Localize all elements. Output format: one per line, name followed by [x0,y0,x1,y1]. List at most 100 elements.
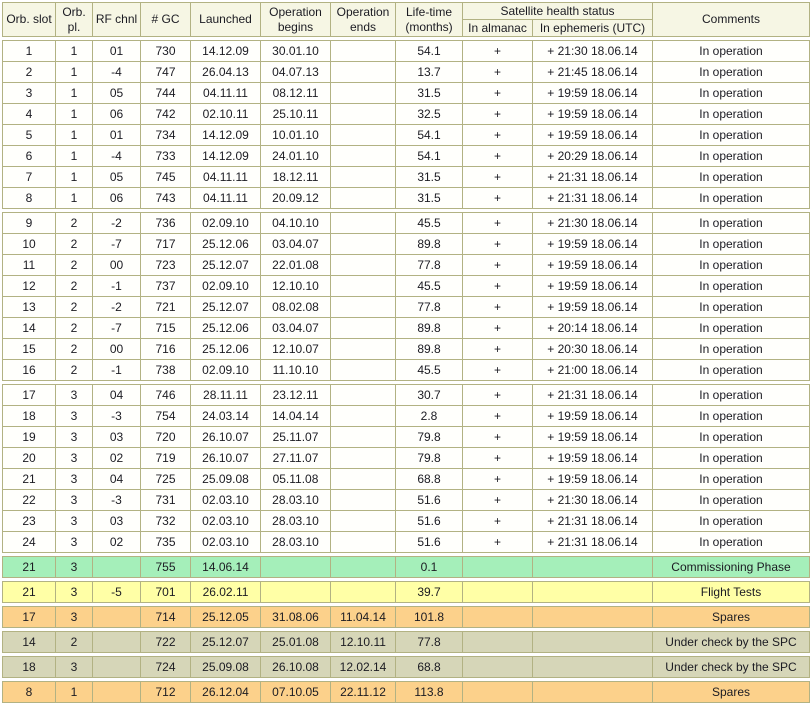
cell-launched: 04.11.11 [190,82,261,104]
cell-lifetime: 2.8 [395,405,463,427]
cell-lifetime: 54.1 [395,145,463,167]
cell-op-begins: 10.01.10 [260,124,331,146]
cell-plane: 3 [55,489,93,511]
cell-almanac: + [462,124,533,146]
cell-rf-chnl: -7 [92,233,141,255]
cell-ephemeris: + 21:31 18.06.14 [532,531,653,553]
cell-op-begins [260,556,331,578]
cell-ephemeris: + 19:59 18.06.14 [532,103,653,125]
cell-gc: 735 [140,531,191,553]
cell-gc: 745 [140,166,191,188]
cell-lifetime: 32.5 [395,103,463,125]
cell-op-ends [330,426,396,448]
cell-plane: 3 [55,405,93,427]
header-row-main: Orb. slot Orb. pl. RF chnl # GC Launched… [2,2,810,37]
cell-op-ends [330,103,396,125]
cell-slot: 16 [2,359,56,381]
cell-slot: 24 [2,531,56,553]
cell-lifetime: 45.5 [395,359,463,381]
cell-lifetime: 68.8 [395,656,463,678]
cell-plane: 2 [55,359,93,381]
table-block-plane-2: 9 2 -2 736 02.09.10 04.10.10 45.5 + + 21:30 18.0… [2,212,810,381]
cell-slot: 12 [2,275,56,297]
cell-op-ends [330,531,396,553]
cell-op-ends [330,405,396,427]
cell-gc: 734 [140,124,191,146]
cell-plane: 1 [55,166,93,188]
cell-ephemeris: + 20:29 18.06.14 [532,145,653,167]
cell-op-ends [330,124,396,146]
table-block-spares-714: 17 3 714 25.12.05 31.08.06 11.04.14 101.8 Spare… [2,606,810,628]
cell-ephemeris: + 20:30 18.06.14 [532,338,653,360]
cell-lifetime: 31.5 [395,187,463,209]
cell-almanac: + [462,384,533,406]
cell-slot: 14 [2,317,56,339]
cell-slot: 7 [2,166,56,188]
cell-lifetime: 51.6 [395,510,463,532]
cell-op-begins: 08.02.08 [260,296,331,318]
table-block-under-check-722: 14 2 722 25.12.07 25.01.08 12.10.11 77.8 Under … [2,631,810,653]
cell-gc: 755 [140,556,191,578]
cell-comments: In operation [652,510,810,532]
cell-comments: In operation [652,317,810,339]
cell-rf-chnl: -2 [92,212,141,234]
cell-comments: In operation [652,338,810,360]
cell-comments: In operation [652,447,810,469]
cell-gc: 736 [140,212,191,234]
cell-plane: 1 [55,124,93,146]
col-header-orb-pl: Orb. pl. [55,2,93,37]
cell-plane: 3 [55,656,93,678]
cell-launched: 04.11.11 [190,187,261,209]
cell-slot: 22 [2,489,56,511]
cell-plane: 1 [55,103,93,125]
table-row: 12 2 -1 737 02.09.10 12.10.10 45.5 + + 19:59 18.… [2,275,810,297]
cell-slot: 1 [2,40,56,62]
cell-launched: 26.10.07 [190,426,261,448]
cell-gc: 716 [140,338,191,360]
cell-comments: In operation [652,359,810,381]
cell-gc: 733 [140,145,191,167]
cell-op-begins: 31.08.06 [260,606,331,628]
cell-gc: 738 [140,359,191,381]
cell-comments: Under check by the SPC [652,656,810,678]
cell-gc: 742 [140,103,191,125]
cell-lifetime: 39.7 [395,581,463,603]
cell-lifetime: 89.8 [395,338,463,360]
cell-launched: 25.12.05 [190,606,261,628]
cell-gc: 737 [140,275,191,297]
cell-almanac: + [462,359,533,381]
cell-op-begins: 27.11.07 [260,447,331,469]
cell-op-begins: 28.03.10 [260,489,331,511]
cell-gc: 744 [140,82,191,104]
cell-lifetime: 31.5 [395,82,463,104]
cell-launched: 14.12.09 [190,145,261,167]
table-row: 9 2 -2 736 02.09.10 04.10.10 45.5 + + 21:30 18.0… [2,212,810,234]
cell-slot: 20 [2,447,56,469]
cell-comments: Under check by the SPC [652,631,810,653]
cell-plane: 2 [55,631,93,653]
cell-comments: Commissioning Phase [652,556,810,578]
cell-gc: 754 [140,405,191,427]
cell-almanac: + [462,338,533,360]
cell-launched: 26.04.13 [190,61,261,83]
cell-lifetime: 89.8 [395,317,463,339]
cell-slot: 14 [2,631,56,653]
cell-slot: 6 [2,145,56,167]
cell-comments: In operation [652,489,810,511]
cell-almanac: + [462,296,533,318]
cell-comments: In operation [652,296,810,318]
cell-lifetime: 13.7 [395,61,463,83]
cell-ephemeris: + 21:30 18.06.14 [532,489,653,511]
cell-ephemeris: + 21:00 18.06.14 [532,359,653,381]
cell-gc: 724 [140,656,191,678]
cell-lifetime: 101.8 [395,606,463,628]
cell-almanac: + [462,254,533,276]
cell-ephemeris [532,556,653,578]
cell-rf-chnl: 05 [92,166,141,188]
cell-almanac: + [462,405,533,427]
col-header-health-status: Satellite health status [462,2,653,20]
cell-slot: 23 [2,510,56,532]
cell-plane: 2 [55,338,93,360]
cell-lifetime: 30.7 [395,384,463,406]
